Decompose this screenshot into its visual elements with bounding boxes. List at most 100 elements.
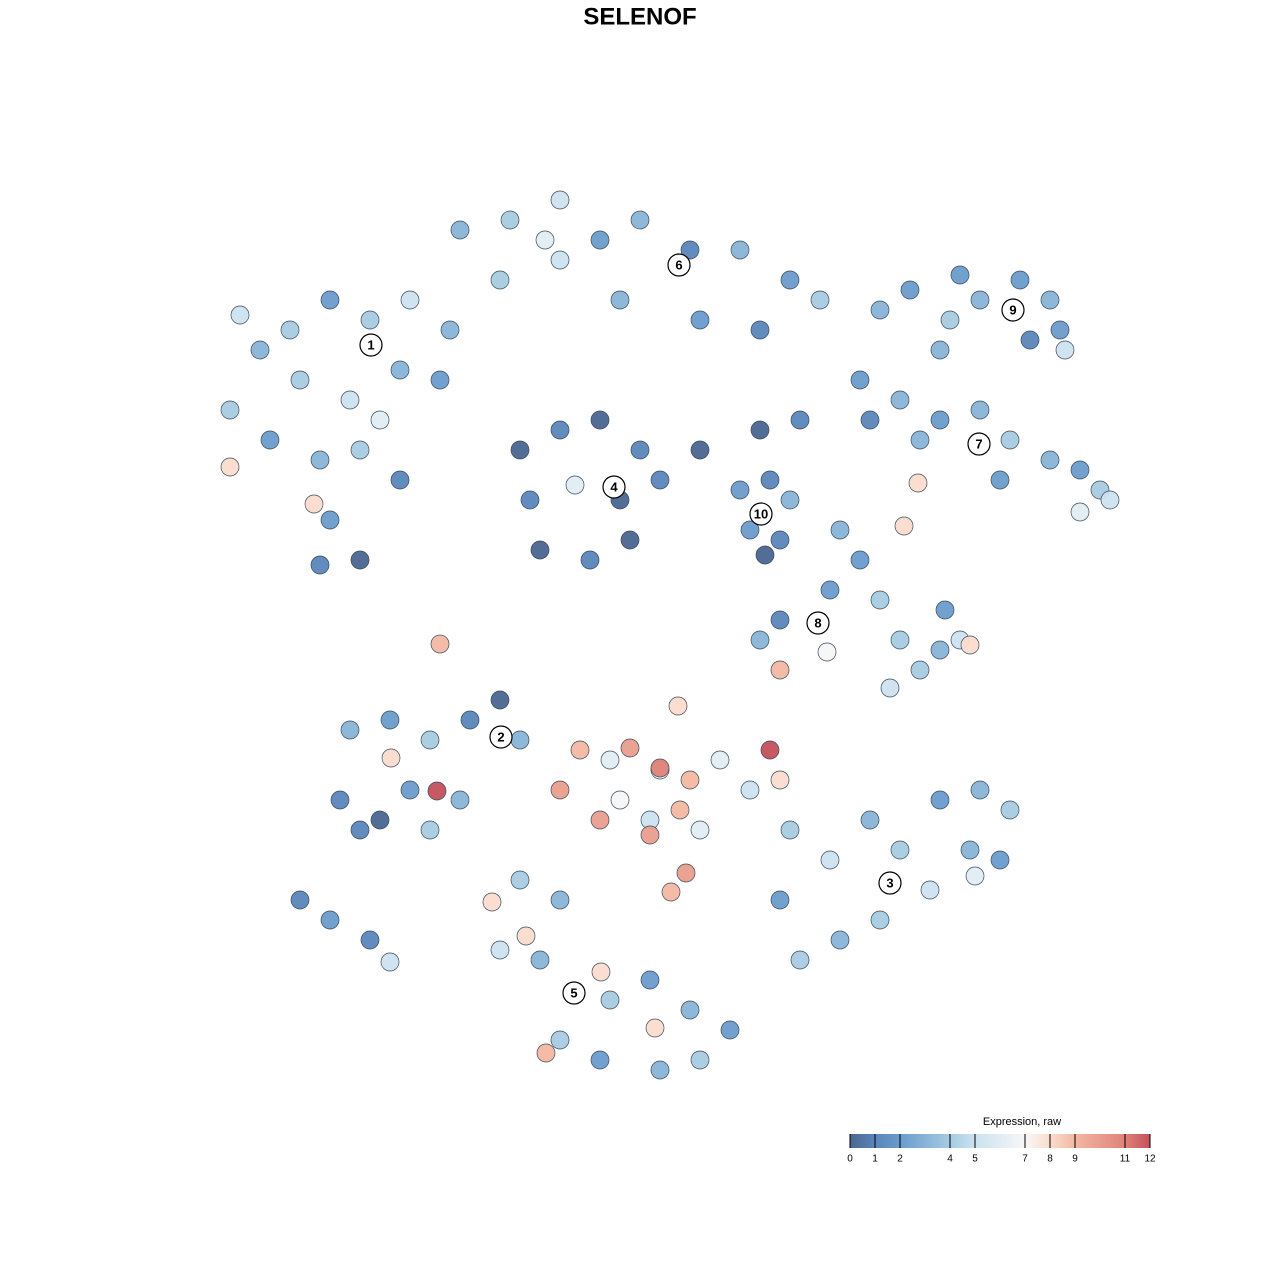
point	[990, 850, 1010, 870]
point	[640, 825, 660, 845]
colorbar: Expression, raw 0 1 2 4 5 7 8 9 11 12	[847, 1116, 1156, 1165]
point	[830, 520, 850, 540]
colorbar-tick-label: 0	[847, 1154, 853, 1165]
colorbar-tick-label: 9	[1072, 1154, 1078, 1165]
point	[960, 840, 980, 860]
point	[880, 678, 900, 698]
point	[770, 890, 790, 910]
point	[970, 290, 990, 310]
point	[330, 790, 350, 810]
point	[590, 1050, 610, 1070]
point	[930, 410, 950, 430]
cluster-labels: 1 2 3 4 5 6 7 8 9 10	[359, 253, 1025, 1005]
cluster-label: 10	[754, 506, 768, 521]
point	[930, 340, 950, 360]
point	[890, 630, 910, 650]
point	[630, 440, 650, 460]
point	[550, 190, 570, 210]
point	[530, 540, 550, 560]
point	[381, 748, 401, 768]
point	[770, 660, 790, 680]
colorbar-tick-label: 11	[1120, 1154, 1131, 1165]
point	[790, 950, 810, 970]
point	[370, 410, 390, 430]
colorbar-tick-label: 2	[897, 1154, 903, 1165]
cluster-label: 6	[675, 257, 682, 272]
point	[670, 800, 690, 820]
cluster-label-badge	[967, 432, 991, 456]
point	[310, 555, 330, 575]
point	[690, 820, 710, 840]
point	[690, 440, 710, 460]
point	[661, 882, 681, 902]
point	[550, 780, 570, 800]
point	[320, 910, 340, 930]
point	[650, 1060, 670, 1080]
point	[427, 781, 447, 801]
point	[565, 475, 585, 495]
point	[350, 820, 370, 840]
point	[780, 270, 800, 290]
point	[490, 270, 510, 290]
point	[490, 690, 510, 710]
point	[950, 265, 970, 285]
point	[590, 410, 610, 430]
point	[990, 470, 1010, 490]
colorbar-title: Expression, raw	[983, 1116, 1061, 1128]
cluster-label: 1	[367, 337, 374, 352]
colorbar-tick-label: 4	[947, 1154, 953, 1165]
point	[590, 810, 610, 830]
cluster-label: 3	[886, 875, 893, 890]
point	[500, 210, 520, 230]
point	[935, 600, 955, 620]
point	[1040, 290, 1060, 310]
point	[720, 1020, 740, 1040]
point	[1010, 270, 1030, 290]
point	[580, 550, 600, 570]
point	[430, 370, 450, 390]
point	[550, 420, 570, 440]
point	[910, 430, 930, 450]
point	[820, 580, 840, 600]
point	[536, 1043, 556, 1063]
point	[516, 926, 536, 946]
point	[668, 696, 688, 716]
cluster-label-badge	[562, 981, 586, 1005]
point	[920, 880, 940, 900]
cluster-label: 7	[975, 436, 982, 451]
point	[908, 473, 928, 493]
point	[680, 1000, 700, 1020]
point	[550, 250, 570, 270]
colorbar-tick-label: 5	[972, 1154, 978, 1165]
point	[490, 940, 510, 960]
cluster-label: 5	[570, 985, 577, 1000]
point	[610, 790, 630, 810]
point	[770, 770, 790, 790]
point	[930, 640, 950, 660]
point	[230, 305, 250, 325]
point	[320, 290, 340, 310]
point	[900, 280, 920, 300]
point	[450, 790, 470, 810]
point	[820, 850, 840, 870]
cluster-label: 4	[610, 479, 618, 494]
point	[970, 400, 990, 420]
point	[250, 340, 270, 360]
cluster-label-badge	[749, 502, 773, 526]
points	[220, 190, 1120, 1080]
cluster-label-badge	[878, 871, 902, 895]
cluster-label-badge	[359, 333, 383, 357]
point	[550, 1030, 570, 1050]
point	[390, 360, 410, 380]
colorbar-tick-label: 12	[1144, 1154, 1156, 1165]
cluster-label-badge	[1001, 298, 1025, 322]
cluster-label: 2	[497, 729, 504, 744]
point	[730, 480, 750, 500]
point	[676, 863, 696, 883]
point	[570, 740, 590, 760]
point	[304, 494, 324, 514]
point	[690, 310, 710, 330]
point	[730, 240, 750, 260]
point	[970, 780, 990, 800]
point	[680, 240, 700, 260]
